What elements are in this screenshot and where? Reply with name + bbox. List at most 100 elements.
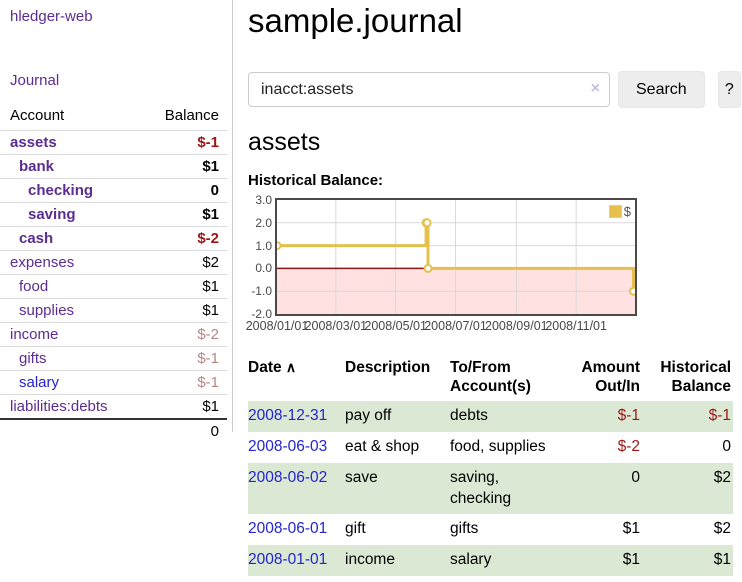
accounts-total-spacer: [0, 418, 140, 443]
clear-search-icon[interactable]: ×: [590, 80, 600, 97]
x-axis-tick-label: 2008/09/01: [485, 319, 548, 333]
register-balance-cell: $-1: [708, 406, 731, 424]
sidebar-item-journal[interactable]: Journal: [10, 72, 60, 89]
register-header-balance: Historical Balance: [660, 359, 731, 396]
account-balance: $-2: [139, 322, 227, 347]
sidebar-account-cash[interactable]: cash: [19, 230, 54, 247]
account-name-cell: checking: [0, 178, 140, 203]
register-accounts-cell: saving, checking: [450, 468, 512, 507]
accounts-total-value: 0: [139, 418, 227, 443]
register-date-cell: 2008-12-31: [248, 401, 345, 432]
chart-label: Historical Balance:: [248, 172, 384, 189]
account-row: salary $-1: [0, 370, 227, 395]
account-name-cell: liabilities:debts: [0, 394, 140, 419]
account-heading: assets: [248, 128, 321, 156]
register-date-cell: 2008-06-01: [248, 514, 345, 545]
register-description-cell: income: [345, 551, 395, 569]
transaction-date-link[interactable]: 2008-06-02: [248, 468, 328, 486]
account-name-cell: food: [0, 274, 140, 299]
account-name-cell: gifts: [0, 346, 140, 371]
register-header-description: Description: [345, 359, 431, 376]
account-balance: 0: [139, 178, 227, 203]
account-row: income $-2: [0, 322, 227, 347]
accounts-table-body: assets $-1 bank $1 checking 0 saving $1 cash $-2 e…: [0, 130, 227, 419]
account-balance: $1: [139, 154, 227, 179]
sidebar-account-salary[interactable]: salary: [19, 374, 60, 391]
sidebar-account-liabilitiesdebts[interactable]: liabilities:debts: [10, 398, 108, 415]
search-button[interactable]: Search: [618, 71, 705, 108]
register-date-cell: 2008-01-01: [248, 545, 345, 576]
transaction-date-link[interactable]: 2008-06-03: [248, 437, 328, 455]
account-balance: $1: [139, 298, 227, 323]
y-axis-tick-label: 2.0: [255, 215, 272, 230]
search-input-wrap: ×: [248, 72, 610, 107]
register-balance-cell: $2: [713, 468, 731, 486]
legend-label: $: [623, 204, 631, 219]
transaction-date-link[interactable]: 2008-01-01: [248, 551, 328, 569]
sidebar-account-assets[interactable]: assets: [10, 134, 57, 151]
account-row: assets $-1: [0, 130, 227, 155]
accounts-table: Account Balance assets $-1 bank $1 checking 0…: [0, 103, 227, 443]
sidebar-account-income[interactable]: income: [10, 326, 59, 343]
account-row: saving $1: [0, 202, 227, 227]
account-balance: $1: [139, 394, 227, 419]
account-name-cell: cash: [0, 226, 140, 251]
date-header-label: Date: [248, 359, 282, 376]
account-row: checking 0: [0, 178, 227, 203]
account-name-cell: supplies: [0, 298, 140, 323]
register-amount-cell: 0: [631, 468, 640, 486]
account-balance: $-1: [139, 346, 227, 371]
account-row: liabilities:debts $1: [0, 394, 227, 419]
register-accounts-cell: gifts: [450, 520, 479, 538]
table-row: 2008-01-01 income salary $1 $1: [248, 545, 733, 577]
y-axis-tick-label: 3.0: [255, 193, 272, 207]
register-balance-cell: 0: [722, 437, 731, 455]
register-description-cell: eat & shop: [345, 437, 420, 455]
sidebar-account-checking[interactable]: checking: [28, 182, 94, 199]
y-axis-tick-label: -1.0: [251, 284, 272, 299]
sidebar-account-saving[interactable]: saving: [28, 206, 76, 223]
y-axis-tick-label: -2.0: [251, 307, 272, 321]
x-axis-tick-label: 2008/01/01: [245, 319, 309, 333]
accounts-header-account: Account: [10, 107, 65, 124]
help-button[interactable]: ?: [717, 71, 741, 108]
chart-legend: $: [608, 204, 631, 219]
sidebar-account-food[interactable]: food: [19, 278, 49, 295]
register-table: Date ∧ Description To/From Account(s) Am…: [248, 356, 733, 577]
register-accounts-cell: debts: [450, 406, 488, 424]
account-row: supplies $1: [0, 298, 227, 323]
account-row: expenses $2: [0, 250, 227, 275]
register-accounts-cell: salary: [450, 551, 492, 569]
sidebar: hledger-web Journal Account Balance asse…: [0, 0, 233, 443]
register-balance-cell: $1: [713, 551, 731, 569]
table-row: 2008-12-31 pay off debts $-1 $-1: [248, 400, 733, 432]
x-axis-tick-label: 2008/03/01: [304, 319, 368, 333]
y-axis-tick-label: 1.0: [255, 238, 272, 253]
sidebar-account-gifts[interactable]: gifts: [19, 350, 47, 367]
register-amount-cell: $1: [622, 520, 640, 538]
sidebar-account-supplies[interactable]: supplies: [19, 302, 75, 319]
search-input[interactable]: [248, 72, 610, 107]
register-description-cell: save: [345, 468, 378, 486]
sidebar-account-expenses[interactable]: expenses: [10, 254, 75, 271]
account-balance: $1: [139, 274, 227, 299]
register-header-date[interactable]: Date ∧: [248, 356, 345, 401]
register-header-amount: Amount Out/In: [581, 359, 640, 396]
register-header-row: Date ∧ Description To/From Account(s) Am…: [248, 356, 733, 401]
app-title-link[interactable]: hledger-web: [10, 8, 93, 25]
account-balance: $-1: [139, 370, 227, 395]
register-description-cell: gift: [345, 520, 366, 538]
table-row: 2008-06-03 eat & shop food, supplies $-2 0: [248, 432, 733, 463]
transaction-date-link[interactable]: 2008-06-01: [248, 520, 328, 538]
register-date-cell: 2008-06-02: [248, 463, 345, 515]
sidebar-account-bank[interactable]: bank: [19, 158, 55, 175]
register-accounts-cell: food, supplies: [450, 437, 546, 455]
account-name-cell: assets: [0, 130, 140, 155]
register-header-accounts: To/From Account(s): [450, 359, 531, 396]
register-amount-cell: $1: [622, 551, 640, 569]
account-name-cell: salary: [0, 370, 140, 395]
table-row: 2008-06-02 save saving, checking 0 $2: [248, 462, 733, 515]
x-axis-tick-label: 2008/05/01: [364, 319, 427, 333]
transaction-date-link[interactable]: 2008-12-31: [248, 406, 328, 424]
